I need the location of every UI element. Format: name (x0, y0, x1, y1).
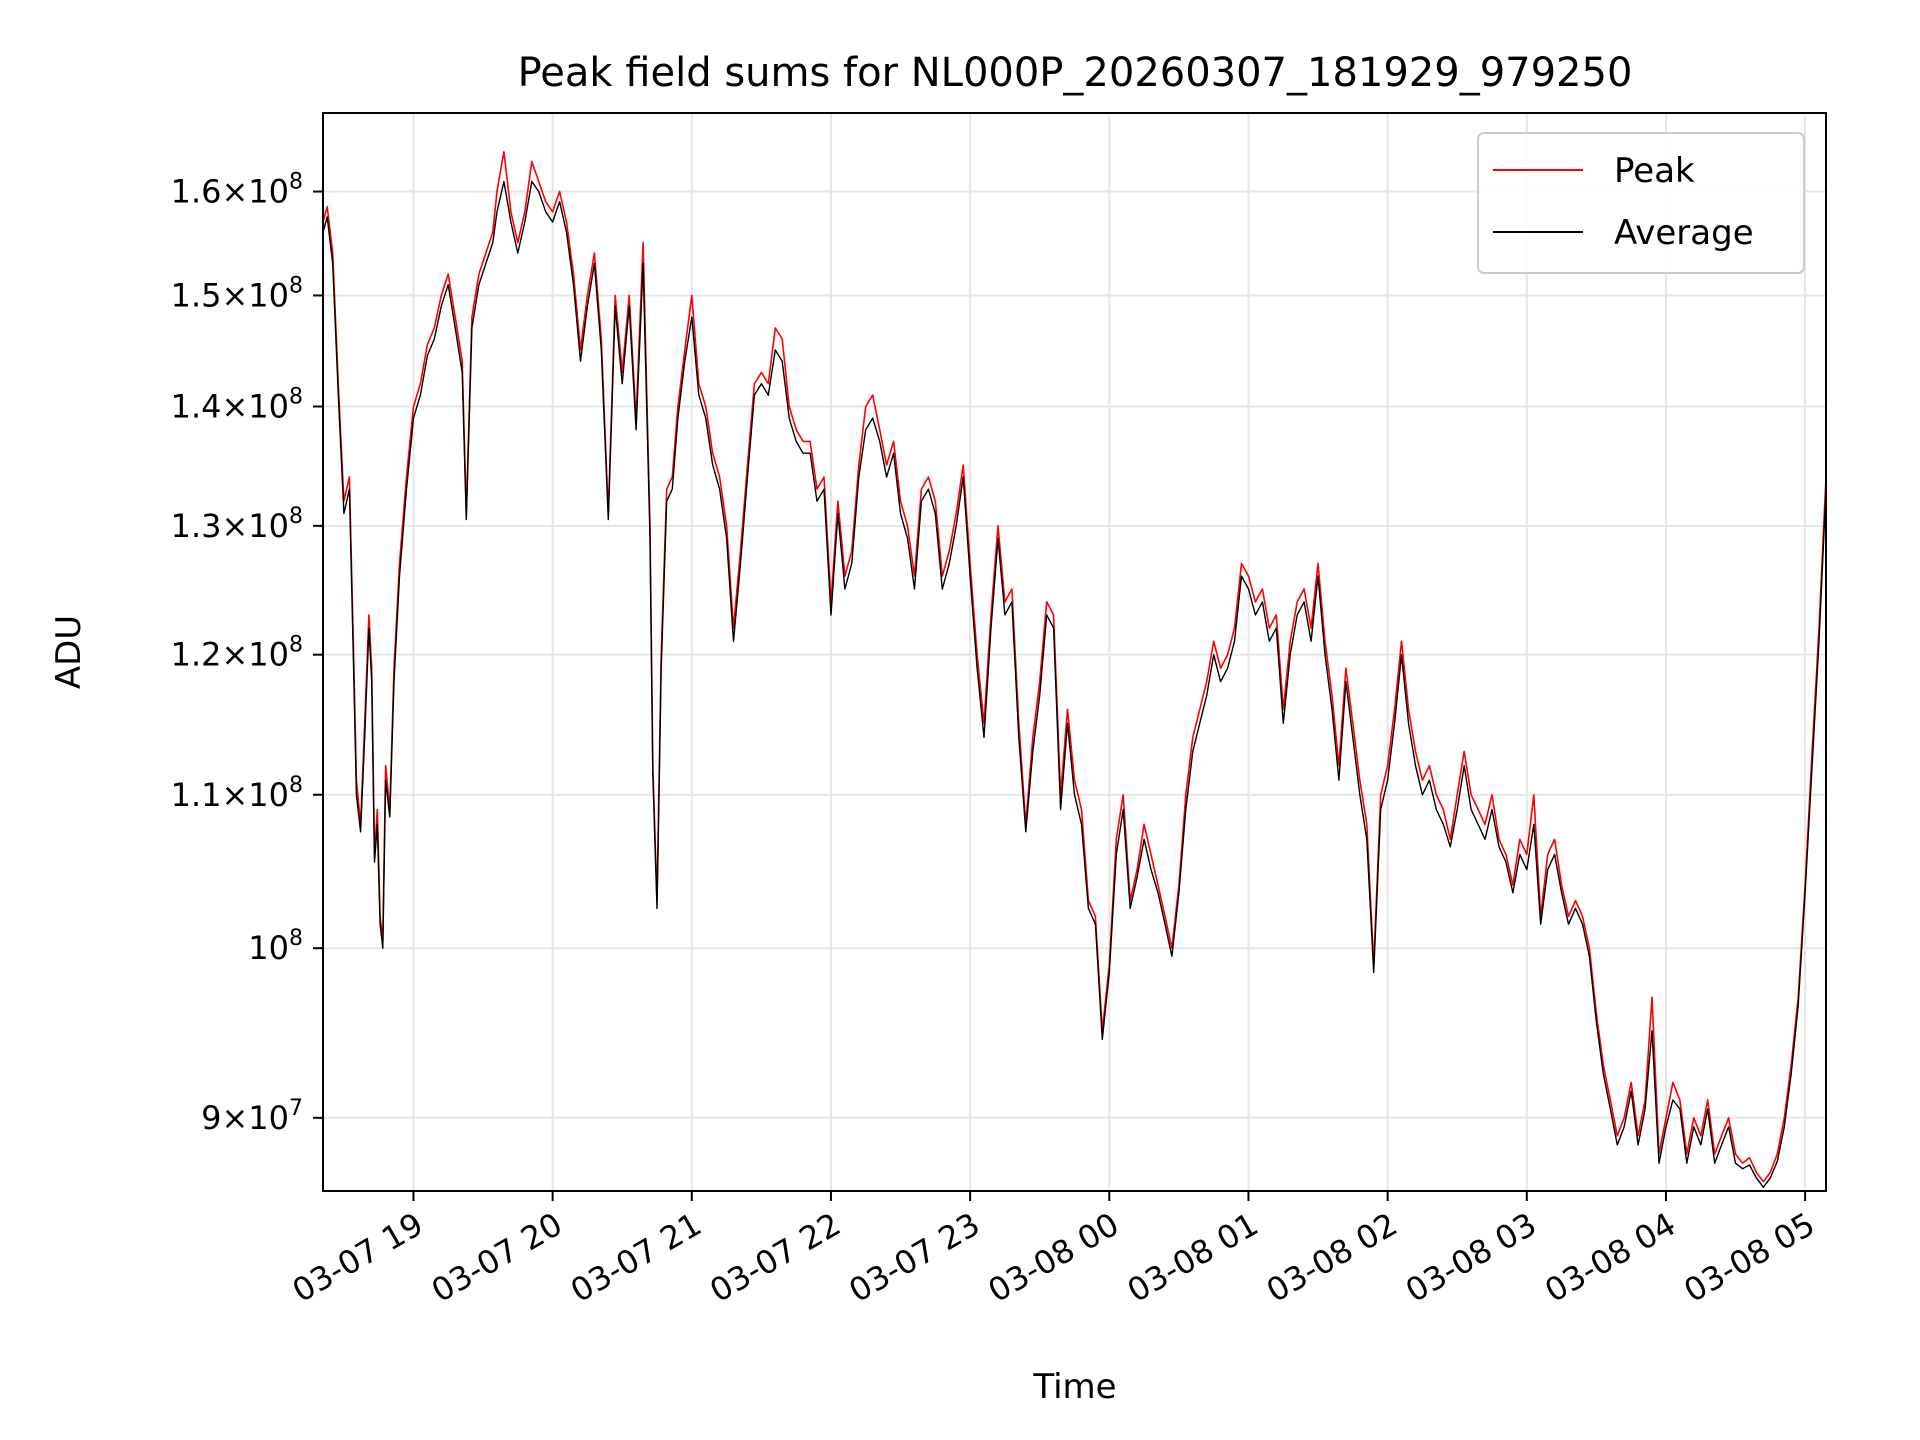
y-axis-label: ADU (49, 615, 89, 689)
x-tick-label: 03-08 02 (1260, 1205, 1404, 1310)
legend-peak-label: Peak (1614, 151, 1695, 191)
series-line-peak (322, 151, 1827, 1183)
legend-average-label: Average (1614, 213, 1754, 253)
y-tick-label: 9×107 (201, 1096, 303, 1137)
y-tick-label: 1.2×108 (171, 633, 303, 674)
x-tick-label: 03-08 05 (1678, 1205, 1822, 1310)
y-tick-label: 1.3×108 (171, 504, 303, 545)
x-tick-label: 03-07 20 (425, 1205, 569, 1310)
y-tick-label: 1.6×108 (171, 170, 303, 211)
x-tick-label: 03-07 21 (564, 1205, 708, 1310)
y-tick-label: 108 (248, 926, 303, 967)
x-tick-label: 03-07 22 (703, 1205, 847, 1310)
x-tick-label: 03-07 19 (286, 1205, 430, 1310)
grid-lines (323, 113, 1826, 1191)
x-tick-label: 03-08 04 (1538, 1205, 1682, 1310)
x-tick-label: 03-08 00 (982, 1205, 1126, 1310)
x-tick-label: 03-07 23 (843, 1205, 987, 1310)
x-axis-label: Time (1032, 1367, 1116, 1407)
y-tick-label: 1.4×108 (171, 385, 303, 426)
y-tick-label: 1.1×108 (171, 773, 303, 814)
y-axis-ticks: 9×107 108 1.1×108 1.2×108 1.3×108 1.4×108 1.5×… (171, 170, 323, 1137)
plot-frame (322, 112, 1827, 1192)
series-layer (322, 151, 1827, 1188)
legend: Peak Average (1477, 132, 1805, 274)
y-tick-label: 1.5×108 (171, 273, 303, 314)
series-line-average (322, 180, 1827, 1188)
legend-box (1477, 132, 1805, 274)
x-tick-label: 03-08 01 (1121, 1205, 1265, 1310)
chart-title: Peak field sums for NL000P_20260307_1819… (518, 50, 1633, 96)
x-tick-label: 03-08 03 (1399, 1205, 1543, 1310)
